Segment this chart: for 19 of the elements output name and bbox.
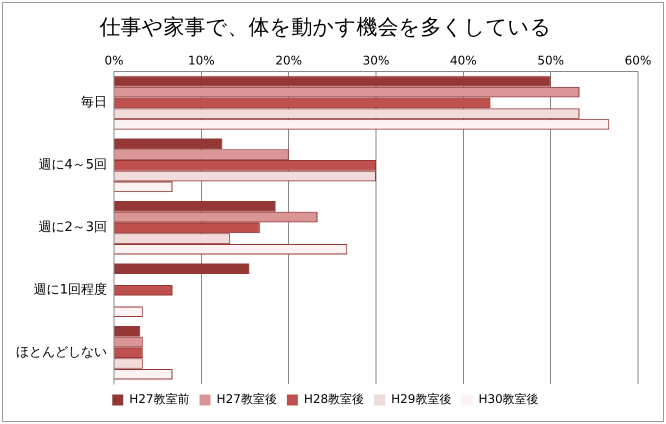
legend-label: H27教室前 <box>129 392 190 406</box>
y-tick-label: 週に2～3回 <box>38 220 107 236</box>
x-tick-label: 20% <box>275 54 302 68</box>
y-tick-label: 週に4～5回 <box>38 158 107 173</box>
y-tick-label: ほとんどしない <box>16 345 107 360</box>
x-tick-label: 50% <box>537 54 564 68</box>
y-tick-label: 週に1回程度 <box>34 282 107 298</box>
legend-label: H29教室後 <box>391 392 452 406</box>
bar <box>114 264 250 274</box>
x-tick-label: 40% <box>450 54 477 68</box>
x-tick-label: 60% <box>624 54 652 68</box>
y-tick-label: 毎日 <box>81 95 107 110</box>
x-tick-label: 30% <box>362 54 390 68</box>
legend-label: H30教室後 <box>478 392 539 406</box>
x-tick-label: 10% <box>188 54 215 68</box>
legend-label: H28教室後 <box>304 392 364 406</box>
x-tick-label: 0% <box>104 54 124 68</box>
legend-label: H27教室後 <box>216 392 277 406</box>
chart-title: 仕事や家事で、体を動かす機会を多くしている <box>98 15 552 40</box>
